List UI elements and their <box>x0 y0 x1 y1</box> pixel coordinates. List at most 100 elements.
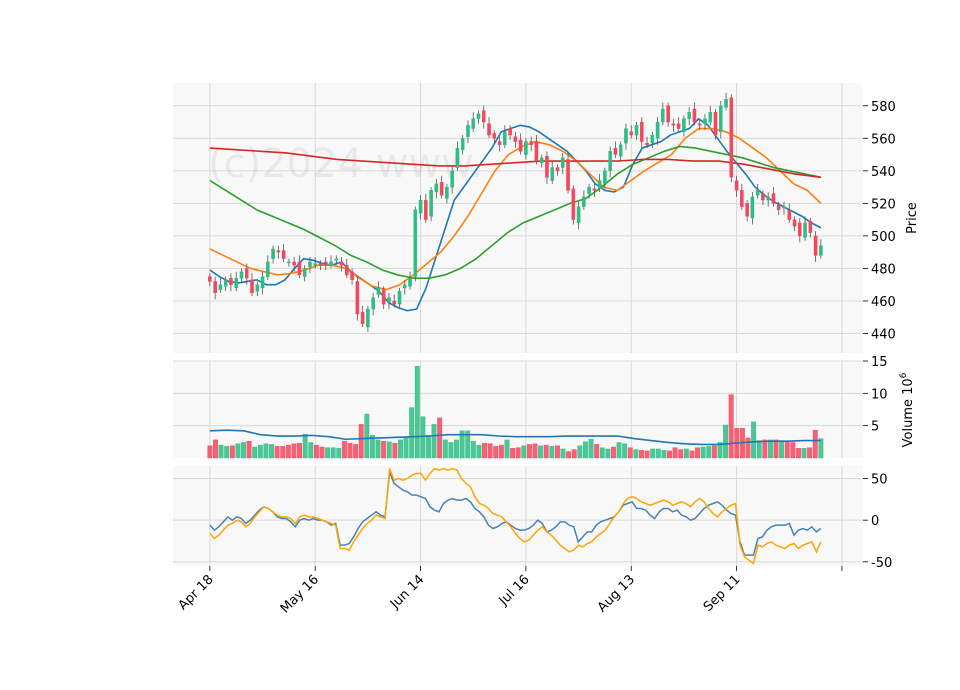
candle-body <box>266 261 270 277</box>
volume-bar <box>414 365 420 459</box>
volume-bar <box>426 435 431 459</box>
volume-bar <box>369 435 375 459</box>
candle-body <box>434 183 439 193</box>
volume-bar <box>398 439 403 459</box>
x-tick-label: Aug 13 <box>595 572 638 615</box>
volume-bar <box>482 442 487 459</box>
price-y-axis-label: Price <box>905 202 920 234</box>
candle-body <box>487 123 491 136</box>
volume-bar <box>498 444 504 459</box>
volume-bar <box>487 443 493 459</box>
candle-body <box>755 190 760 196</box>
volume-bar <box>655 448 661 459</box>
candle-body <box>250 279 254 294</box>
volume-bar <box>689 450 695 459</box>
candle-body <box>571 188 576 220</box>
volume-bar <box>353 444 359 459</box>
volume-bar <box>633 449 639 459</box>
volume-bar <box>330 447 336 459</box>
candle-body <box>582 196 586 207</box>
candle-body <box>766 196 770 201</box>
candle-body <box>529 141 533 146</box>
moving-average-line-3 <box>209 145 822 279</box>
candle-body <box>244 268 249 279</box>
price-tick-label: 460 <box>871 295 896 310</box>
volume-bar <box>224 446 230 459</box>
candle-body <box>597 180 602 189</box>
candle-body <box>708 112 713 123</box>
candle-body <box>429 190 433 217</box>
oscillator-y-ticks: -50 0 50 <box>863 473 892 571</box>
volume-bar <box>274 446 280 459</box>
candle-body <box>550 167 555 181</box>
candle-body <box>308 261 312 267</box>
candle-body <box>413 209 418 277</box>
price-gridlines <box>173 83 863 353</box>
price-y-ticks: 440 460 480 500 520 540 560 580 <box>863 100 896 342</box>
candle-body <box>339 261 344 266</box>
volume-bar <box>672 447 678 459</box>
candle-body <box>634 125 639 136</box>
date-x-axis: Apr 18 May 16 Jun 14 Jul 16 Aug 13 Sep 11 <box>176 566 843 616</box>
price-tick-label: 480 <box>871 262 896 277</box>
volume-bar <box>627 447 633 459</box>
volume-bar <box>790 442 796 459</box>
candle-body <box>492 133 497 139</box>
candle-body <box>782 206 786 209</box>
volume-bar <box>812 429 818 459</box>
volume-bar <box>566 451 572 459</box>
candle-body <box>381 289 386 305</box>
candle-body <box>724 99 728 108</box>
candle-body <box>460 138 465 150</box>
candle-body <box>497 141 502 146</box>
volume-bar <box>554 445 560 459</box>
candle-body <box>218 284 223 290</box>
price-panel: (c)2024 www. 440 460 480 500 520 540 560 580 Pr… <box>173 83 920 353</box>
candle-body <box>387 297 391 303</box>
volume-bar <box>695 447 700 459</box>
volume-bar <box>504 439 510 459</box>
candle-body <box>687 112 691 119</box>
volume-bar <box>779 440 785 459</box>
volume-bar <box>358 424 364 459</box>
oscillator-panel: -50 0 50 <box>173 466 892 571</box>
candle-body <box>371 297 375 310</box>
candle-body <box>355 281 360 315</box>
volume-bar <box>599 447 605 459</box>
candle-body <box>776 204 781 211</box>
candle-body <box>666 105 670 123</box>
volume-bar <box>728 394 734 459</box>
candle-body <box>366 308 370 328</box>
candle-body <box>271 248 275 259</box>
candle-body <box>513 136 518 142</box>
candle-body <box>287 261 291 264</box>
candle-body <box>697 123 702 126</box>
candle-body <box>424 199 428 220</box>
volume-bar <box>386 441 392 459</box>
volume-bar <box>751 421 757 459</box>
candle-body <box>392 300 397 305</box>
candlesticks <box>208 92 823 332</box>
volume-bar <box>257 444 263 459</box>
candle-body <box>624 128 628 144</box>
volume-label-exponent: 6 <box>899 372 909 378</box>
price-tick-label: 580 <box>871 100 896 115</box>
volume-bar <box>392 442 398 459</box>
candle-body <box>292 261 296 266</box>
candle-body <box>408 277 412 287</box>
volume-bar <box>409 407 415 459</box>
volume-bar <box>711 445 717 459</box>
volume-bar <box>644 450 650 459</box>
candle-body <box>445 186 449 199</box>
candle-body <box>650 134 655 144</box>
candle-body <box>692 108 697 123</box>
candle-body <box>734 180 739 191</box>
price-tick-label: 440 <box>871 327 896 342</box>
volume-bar <box>235 443 241 459</box>
candle-body <box>313 263 317 266</box>
candle-body <box>798 222 802 237</box>
candle-body <box>603 170 607 185</box>
candle-body <box>819 245 823 256</box>
volume-bar <box>341 440 347 459</box>
candle-body <box>566 159 570 191</box>
